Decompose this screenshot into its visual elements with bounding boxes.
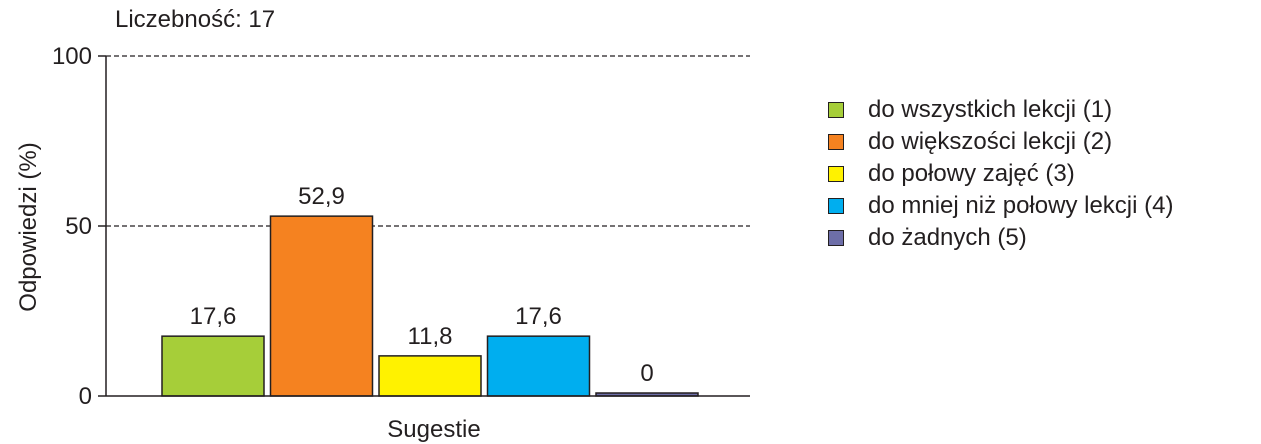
legend-item-5: do żadnych (5) xyxy=(828,223,1173,253)
y-tick-label: 0 xyxy=(79,383,92,410)
bar-value-label-5: 0 xyxy=(640,360,653,387)
legend: do wszystkich lekcji (1) do większości le… xyxy=(828,95,1173,255)
grid-lines xyxy=(106,55,750,227)
bars xyxy=(161,215,699,397)
y-tick-label: 100 xyxy=(52,43,92,70)
legend-item-4: do mniej niż połowy lekcji (4) xyxy=(828,191,1173,221)
bar-value-label-2: 52,9 xyxy=(298,183,345,210)
legend-swatch xyxy=(828,198,844,214)
legend-swatch xyxy=(828,230,844,246)
legend-swatch xyxy=(828,134,844,150)
bar-chart: 17,6 52,9 11,8 17,6 0 0 50 100 Sugestie Odpowi… xyxy=(15,43,750,443)
legend-label: do mniej niż połowy lekcji (4) xyxy=(868,192,1174,219)
legend-label: do żadnych (5) xyxy=(868,224,1027,251)
bar-3 xyxy=(378,355,482,397)
y-tick-label: 50 xyxy=(65,213,92,240)
axes xyxy=(98,55,750,397)
legend-swatch xyxy=(828,166,844,182)
bar-value-label-3: 11,8 xyxy=(408,323,453,350)
legend-label: do wszystkich lekcji (1) xyxy=(868,96,1113,123)
legend-item-1: do wszystkich lekcji (1) xyxy=(828,95,1173,125)
sample-size-label: Liczebność: 17 xyxy=(115,6,276,33)
x-axis-label: Sugestie xyxy=(387,416,480,443)
legend-swatch xyxy=(828,102,844,118)
bar-4 xyxy=(486,335,591,397)
bar-2 xyxy=(269,215,374,397)
legend-label: do połowy zajęć (3) xyxy=(868,160,1075,187)
bar-value-label-4: 17,6 xyxy=(515,303,562,330)
legend-label: do większości lekcji (2) xyxy=(868,128,1113,155)
bar-value-label-1: 17,6 xyxy=(190,303,237,330)
legend-item-2: do większości lekcji (2) xyxy=(828,127,1173,157)
y-axis-label: Odpowiedzi (%) xyxy=(15,142,42,311)
legend-item-3: do połowy zajęć (3) xyxy=(828,159,1173,189)
value-labels: 17,6 52,9 11,8 17,6 0 xyxy=(190,183,654,387)
y-tick-labels: 0 50 100 xyxy=(52,43,92,410)
bar-1 xyxy=(161,335,265,397)
